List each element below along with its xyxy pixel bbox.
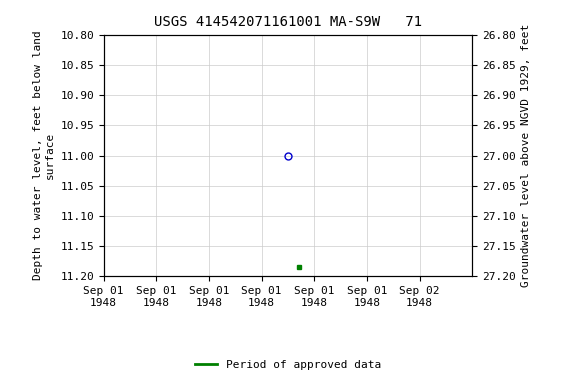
Legend: Period of approved data: Period of approved data: [191, 356, 385, 375]
Title: USGS 414542071161001 MA-S9W   71: USGS 414542071161001 MA-S9W 71: [154, 15, 422, 29]
Y-axis label: Groundwater level above NGVD 1929, feet: Groundwater level above NGVD 1929, feet: [521, 24, 531, 287]
Y-axis label: Depth to water level, feet below land
surface: Depth to water level, feet below land su…: [33, 31, 55, 280]
